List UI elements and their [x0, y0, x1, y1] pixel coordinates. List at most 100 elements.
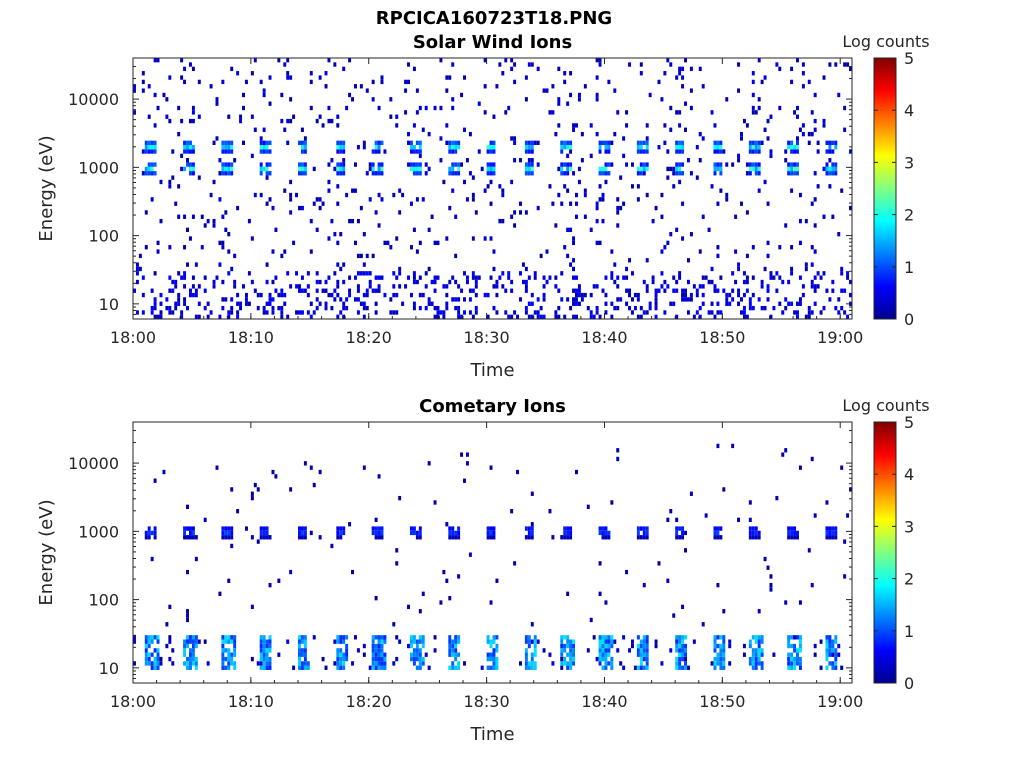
- heatmap-cell: [371, 166, 375, 172]
- heatmap-cell: [734, 279, 738, 285]
- heatmap-cell: [601, 526, 605, 531]
- heatmap-cell: [489, 665, 493, 670]
- heatmap-cell: [754, 145, 758, 150]
- heatmap-cell: [530, 530, 534, 536]
- heatmap-cell: [548, 110, 552, 115]
- heatmap-cell: [227, 648, 231, 653]
- heatmap-cell: [589, 153, 593, 159]
- heatmap-cell: [186, 635, 189, 640]
- heatmap-cell: [374, 643, 378, 649]
- heatmap-cell: [563, 145, 567, 150]
- heatmap-cell: [188, 140, 192, 145]
- heatmap-cell: [463, 310, 466, 315]
- heatmap-cell: [339, 652, 343, 657]
- heatmap-cell: [306, 661, 310, 666]
- heatmap-cell: [604, 656, 608, 662]
- heatmap-cell: [692, 314, 696, 319]
- heatmap-cell: [194, 292, 198, 298]
- heatmap-cell: [601, 140, 605, 145]
- heatmap-cell: [336, 166, 340, 172]
- heatmap-cell: [719, 661, 723, 666]
- heatmap-cell: [669, 232, 673, 237]
- heatmap-cell: [798, 656, 802, 662]
- heatmap-cell: [716, 643, 720, 649]
- heatmap-cell: [616, 275, 620, 280]
- heatmap-cell: [639, 643, 643, 649]
- heatmap-cell: [834, 305, 838, 311]
- heatmap-cell: [336, 656, 340, 662]
- heatmap-cell: [636, 140, 640, 145]
- heatmap-cell: [716, 245, 720, 250]
- heatmap-cell: [147, 635, 151, 640]
- heatmap-cell: [843, 310, 847, 315]
- heatmap-cell: [737, 62, 741, 67]
- heatmap-cell: [769, 574, 773, 579]
- heatmap-cell: [524, 97, 528, 102]
- heatmap-cell: [262, 127, 266, 132]
- heatmap-cell: [330, 305, 334, 311]
- heatmap-cell: [681, 162, 685, 167]
- heatmap-cell: [748, 535, 752, 540]
- heatmap-cell: [150, 140, 154, 145]
- heatmap-cell: [636, 535, 640, 540]
- heatmap-cell: [221, 79, 225, 85]
- heatmap-cell: [186, 262, 189, 267]
- heatmap-cell: [713, 162, 717, 167]
- heatmap-cell: [769, 275, 773, 280]
- heatmap-cell: [725, 97, 729, 102]
- heatmap-cell: [345, 305, 349, 311]
- heatmap-cell: [766, 240, 770, 246]
- heatmap-cell: [303, 145, 307, 150]
- heatmap-cell: [681, 149, 685, 154]
- heatmap-cell: [365, 253, 369, 259]
- heatmap-cell: [218, 314, 222, 319]
- heatmap-cell: [483, 292, 487, 298]
- heatmap-cell: [716, 530, 720, 536]
- heatmap-cell: [371, 656, 375, 662]
- heatmap-cell: [672, 184, 676, 189]
- heatmap-cell: [713, 661, 717, 666]
- heatmap-cell: [371, 288, 375, 293]
- heatmap-cell: [769, 587, 773, 592]
- heatmap-cell: [168, 656, 172, 662]
- heatmap-cell: [439, 310, 443, 315]
- heatmap-cell: [796, 648, 799, 653]
- heatmap-cell: [822, 305, 826, 311]
- heatmap-cell: [790, 656, 794, 662]
- heatmap-cell: [681, 145, 685, 150]
- heatmap-cell: [566, 661, 570, 666]
- heatmap-cell: [754, 171, 758, 176]
- heatmap-cell: [636, 635, 640, 640]
- heatmap-cell: [468, 131, 472, 137]
- heatmap-cell: [542, 275, 546, 280]
- heatmap-cell: [191, 162, 195, 167]
- heatmap-cell: [280, 253, 284, 259]
- heatmap-cell: [407, 79, 410, 85]
- heatmap-cell: [719, 162, 723, 167]
- heatmap-cell: [144, 149, 148, 154]
- heatmap-cell: [533, 661, 537, 666]
- heatmap-cell: [669, 648, 673, 653]
- heatmap-cell: [604, 600, 608, 605]
- heatmap-cell: [380, 275, 384, 280]
- heatmap-cell: [804, 218, 808, 224]
- heatmap-cell: [801, 131, 805, 137]
- heatmap-cell: [380, 140, 384, 145]
- heatmap-cell: [265, 526, 269, 531]
- heatmap-cell: [442, 179, 446, 185]
- heatmap-cell: [489, 140, 493, 145]
- heatmap-cell: [607, 530, 611, 536]
- colorbar-gradient: [873, 57, 897, 320]
- heatmap-cell: [188, 166, 192, 172]
- heatmap-cell: [719, 635, 723, 640]
- heatmap-cell: [448, 205, 452, 211]
- heatmap-cell: [745, 210, 749, 215]
- heatmap-cell: [604, 140, 608, 145]
- heatmap-cell: [141, 79, 145, 85]
- heatmap-cell: [628, 648, 631, 653]
- heatmap-cell: [259, 140, 263, 145]
- heatmap-cell: [339, 661, 343, 666]
- heatmap-cell: [395, 275, 399, 280]
- heatmap-cell: [407, 604, 410, 610]
- heatmap-cell: [395, 123, 399, 128]
